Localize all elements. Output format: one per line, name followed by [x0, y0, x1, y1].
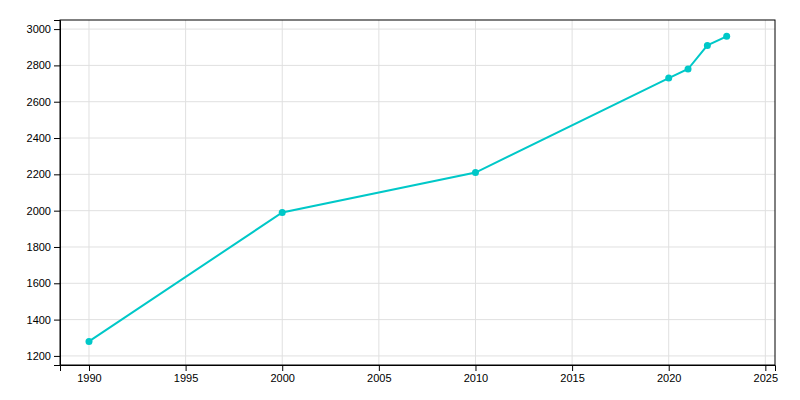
tick-label: 2400	[27, 132, 51, 144]
tick-label: 2020	[657, 372, 681, 384]
tick: 1990	[77, 365, 101, 384]
axis-line	[54, 21, 61, 366]
tick-label: 2010	[464, 372, 488, 384]
grid-line	[60, 101, 775, 102]
marker	[723, 33, 730, 40]
tick-label: 1800	[27, 241, 51, 253]
x-axis: 1990 1995 2000 2005 2010 2015 2020 2025	[61, 365, 779, 384]
marker	[279, 209, 286, 216]
grid-line	[60, 210, 775, 211]
tick-mark	[186, 365, 187, 371]
tick-mark	[54, 102, 60, 103]
plot-frame	[60, 20, 775, 365]
grid	[60, 20, 775, 365]
marker	[685, 66, 692, 73]
tick: 1800	[27, 241, 60, 253]
grid-line	[475, 20, 476, 365]
marker	[85, 338, 92, 345]
tick-mark	[54, 29, 60, 30]
tick: 3000	[27, 23, 60, 35]
tick-label: 3000	[27, 23, 51, 35]
grid-line	[88, 20, 89, 365]
grid-line	[765, 20, 766, 365]
grid-line	[60, 174, 775, 175]
tick: 2000	[27, 205, 60, 217]
tick-label: 1200	[27, 350, 51, 362]
tick: 2400	[27, 132, 60, 144]
tick-label: 2600	[27, 96, 51, 108]
tick-mark	[54, 356, 60, 357]
tick: 2015	[560, 365, 584, 384]
grid-line	[60, 319, 775, 320]
tick: 1400	[27, 314, 60, 326]
tick-mark	[54, 283, 60, 284]
tick: 2000	[270, 365, 294, 384]
marker	[665, 75, 672, 82]
tick-mark	[475, 365, 476, 371]
tick-label: 1990	[77, 372, 101, 384]
grid-line	[60, 355, 775, 356]
tick-label: 2015	[560, 372, 584, 384]
tick-mark	[54, 320, 60, 321]
grid-line	[572, 20, 573, 365]
tick-label: 1600	[27, 277, 51, 289]
marker	[472, 169, 479, 176]
line	[89, 36, 727, 341]
tick: 2600	[27, 96, 60, 108]
tick-mark	[54, 65, 60, 66]
grid-line	[185, 20, 186, 365]
grid-line	[668, 20, 669, 365]
tick: 2025	[754, 365, 778, 384]
tick-label: 2000	[27, 205, 51, 217]
tick-mark	[54, 211, 60, 212]
tick-label: 1995	[174, 372, 198, 384]
tick: 1200	[27, 350, 60, 362]
tick-label: 1400	[27, 314, 51, 326]
tick-mark	[54, 138, 60, 139]
grid-line	[60, 246, 775, 247]
tick: 1995	[174, 365, 198, 384]
series	[85, 33, 730, 345]
tick-label: 2800	[27, 59, 51, 71]
grid-line	[60, 65, 775, 66]
tick-mark	[379, 365, 380, 371]
tick: 2020	[657, 365, 681, 384]
tick-label: 2005	[367, 372, 391, 384]
tick-mark	[282, 365, 283, 371]
tick-mark	[89, 365, 90, 371]
plot: 1990 1995 2000 2005 2010 2015 2020 2025 1200 1400…	[27, 20, 779, 384]
grid-line	[60, 283, 775, 284]
grid-line	[282, 20, 283, 365]
tick-label: 2200	[27, 168, 51, 180]
tick-label: 2025	[754, 372, 778, 384]
axis-line	[61, 366, 776, 372]
tick: 2005	[367, 365, 391, 384]
tick-label: 2000	[270, 372, 294, 384]
tick-mark	[669, 365, 670, 371]
tick-mark	[54, 247, 60, 248]
tick: 1600	[27, 277, 60, 289]
tick-mark	[572, 365, 573, 371]
tick: 2010	[464, 365, 488, 384]
chart: 1990 1995 2000 2005 2010 2015 2020 2025 1200 1400…	[0, 0, 800, 400]
tick-mark	[54, 174, 60, 175]
tick: 2800	[27, 59, 60, 71]
grid-line	[60, 138, 775, 139]
marker	[704, 42, 711, 49]
grid-line	[60, 29, 775, 30]
tick-mark	[765, 365, 766, 371]
tick: 2200	[27, 168, 60, 180]
y-axis: 1200 1400 1600 1800 2000 2200 2400 2600 2800 3000	[27, 21, 61, 366]
